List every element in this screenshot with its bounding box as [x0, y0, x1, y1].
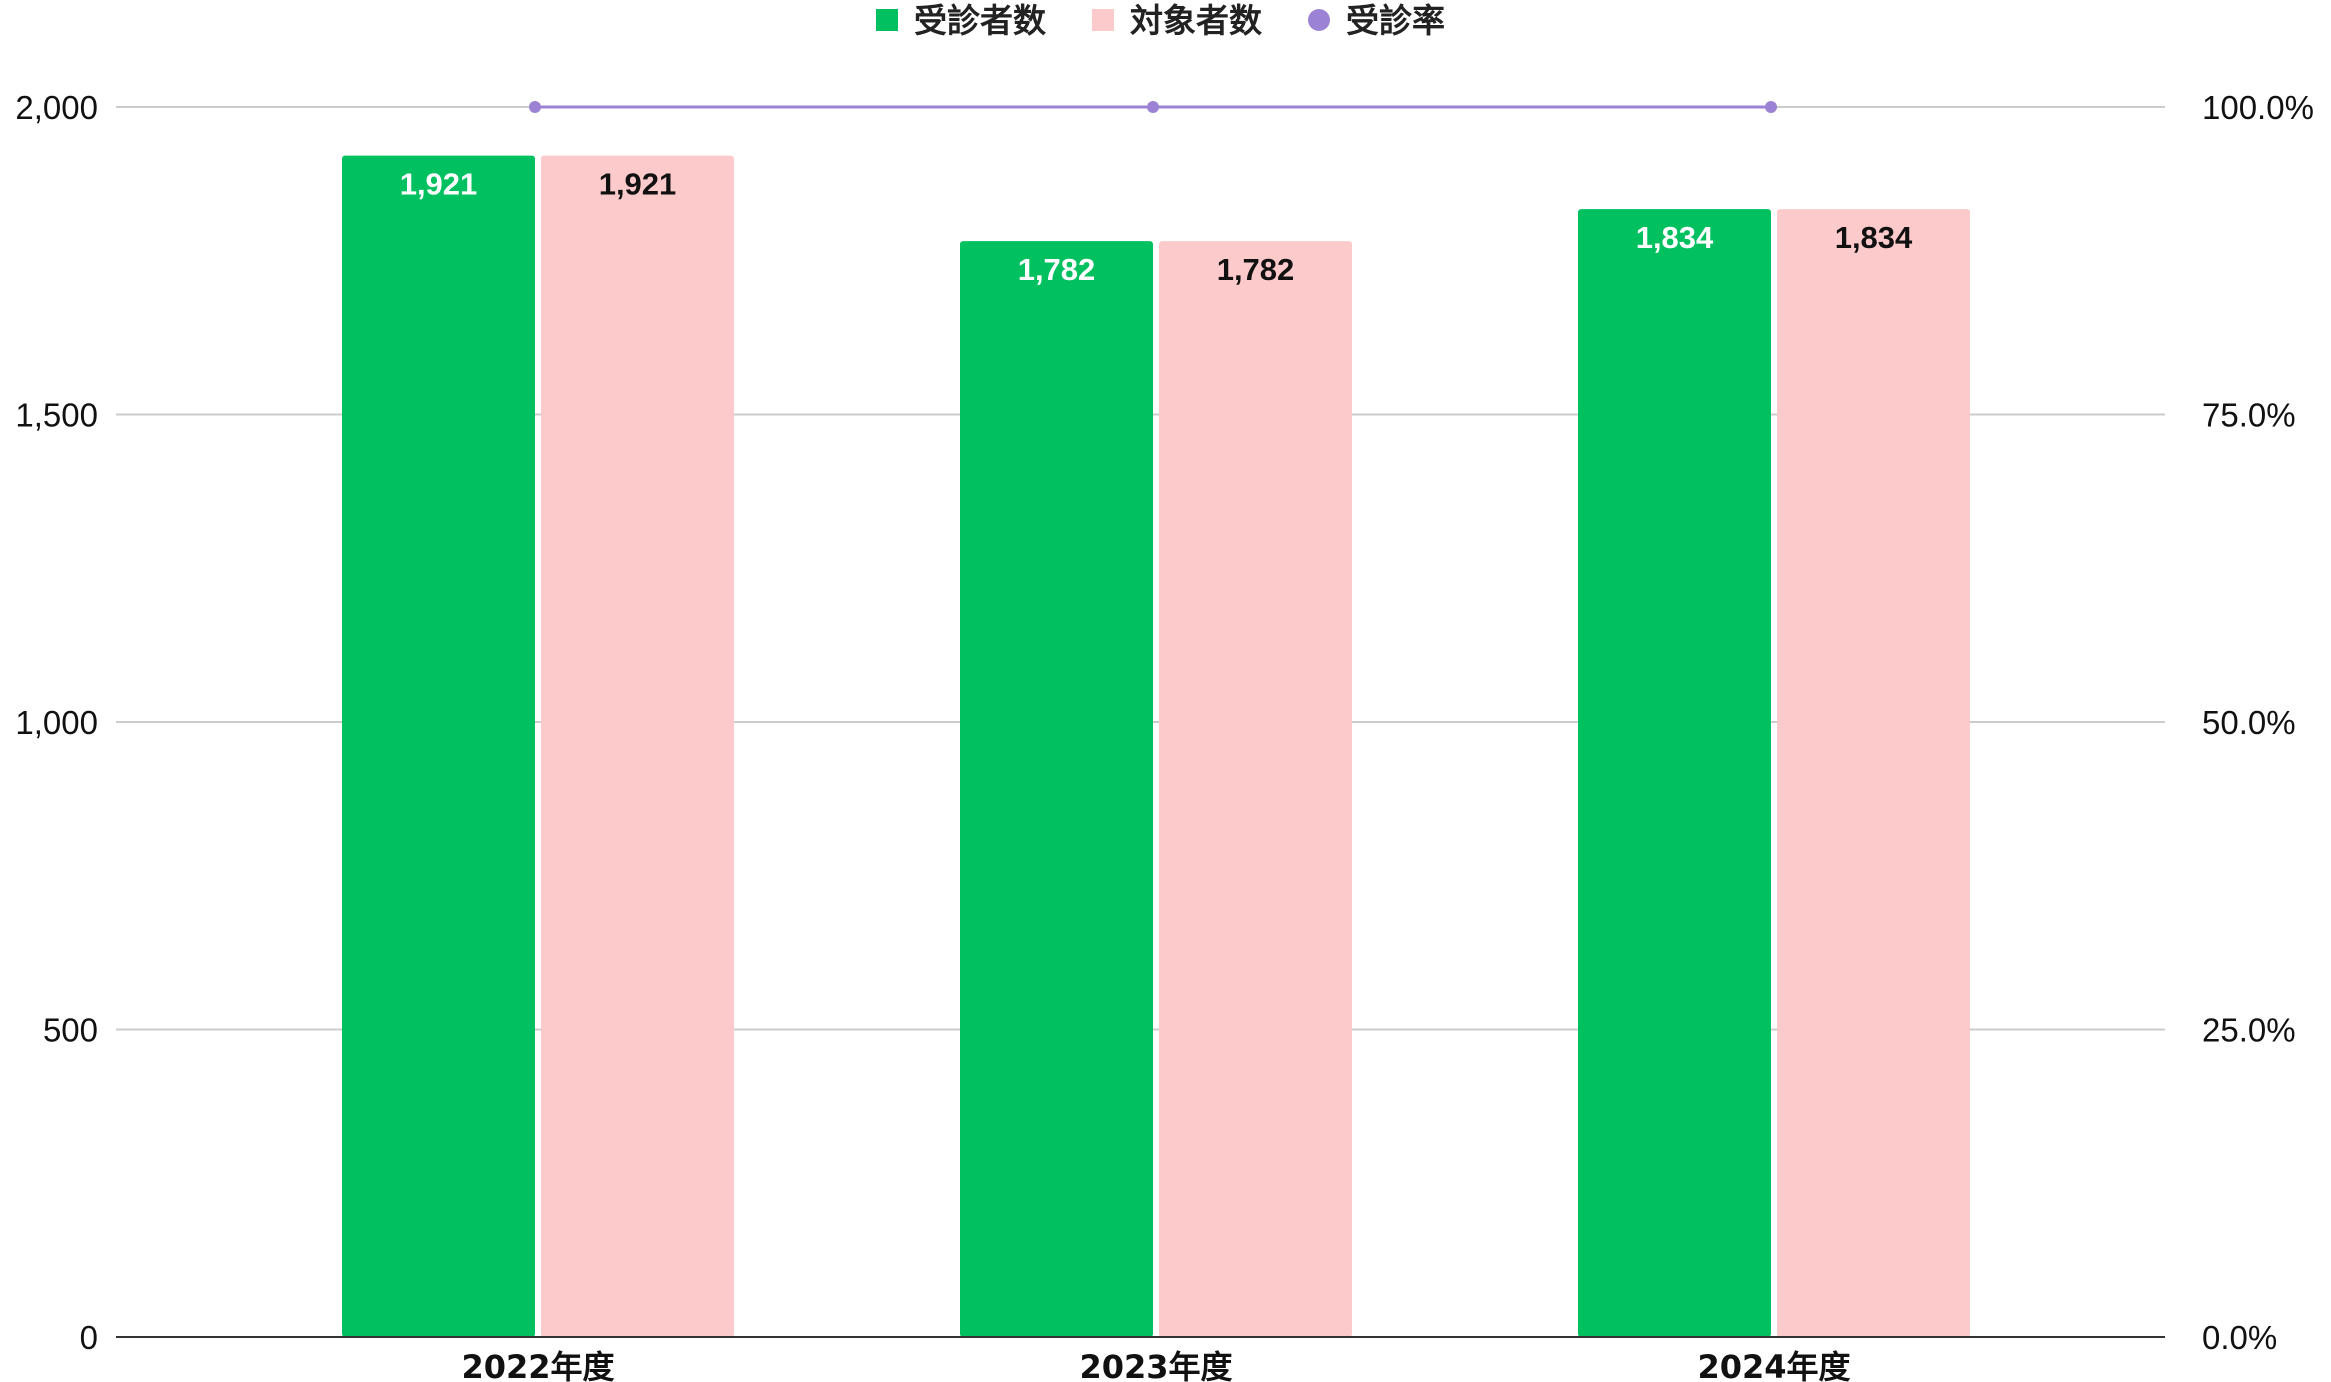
bar-data-label: 1,782	[1217, 252, 1295, 287]
bar-eligible-3	[1777, 209, 1970, 1338]
y-left-tick-label: 1,500	[15, 397, 98, 434]
legend-swatch	[1092, 9, 1114, 31]
bar-eligible-2	[1159, 241, 1352, 1337]
legend-label: 受診率	[1346, 1, 1445, 40]
y-left-tick-label: 2,000	[15, 89, 98, 126]
legend-label: 受診者数	[914, 1, 1047, 40]
bar-data-label: 1,782	[1018, 252, 1096, 287]
bars: 1,921 1,921 1,782 1,782 1,834 1,834	[342, 155, 1970, 1338]
legend-item: 受診率	[1308, 1, 1445, 40]
legend-swatch	[1308, 9, 1330, 31]
y-right-tick-label: 0.0%	[2202, 1319, 2277, 1356]
x-category-label: 2024年度	[1697, 1348, 1850, 1382]
bar-examinees-3	[1578, 209, 1771, 1338]
y-right-tick-label: 100.0%	[2202, 89, 2314, 126]
x-category-label: 2023年度	[1079, 1348, 1232, 1382]
y-left-tick-label: 1,000	[15, 704, 98, 741]
bar-data-label: 1,834	[1636, 220, 1714, 255]
y-right-tick-label: 25.0%	[2202, 1012, 2296, 1049]
bar-examinees-2	[960, 241, 1153, 1337]
y-axis-right: 0.0% 25.0% 50.0% 75.0% 100.0%	[2202, 89, 2314, 1356]
rate-point	[529, 101, 541, 113]
legend-item: 対象者数	[1092, 1, 1263, 40]
y-left-tick-label: 500	[43, 1012, 98, 1049]
legend-item: 受診者数	[876, 1, 1047, 40]
rate-line	[529, 101, 1777, 113]
rate-point	[1147, 101, 1159, 113]
x-category-label: 2022年度	[461, 1348, 614, 1382]
bar-data-label: 1,834	[1835, 220, 1913, 255]
legend-swatch	[876, 9, 898, 31]
y-right-tick-label: 75.0%	[2202, 397, 2296, 434]
rate-point	[1765, 101, 1777, 113]
bar-examinees-1	[342, 155, 535, 1338]
legend-label: 対象者数	[1130, 1, 1263, 40]
y-axis-left: 0 500 1,000 1,500 2,000	[15, 89, 98, 1356]
y-left-tick-label: 0	[80, 1319, 98, 1356]
bar-eligible-1	[541, 155, 734, 1338]
bar-data-label: 1,921	[599, 167, 677, 202]
legend: 受診者数 対象者数 受診率	[876, 1, 1445, 40]
x-axis-categories: 2022年度 2023年度 2024年度	[461, 1348, 1850, 1382]
bar-data-label: 1,921	[400, 167, 478, 202]
y-right-tick-label: 50.0%	[2202, 704, 2296, 741]
